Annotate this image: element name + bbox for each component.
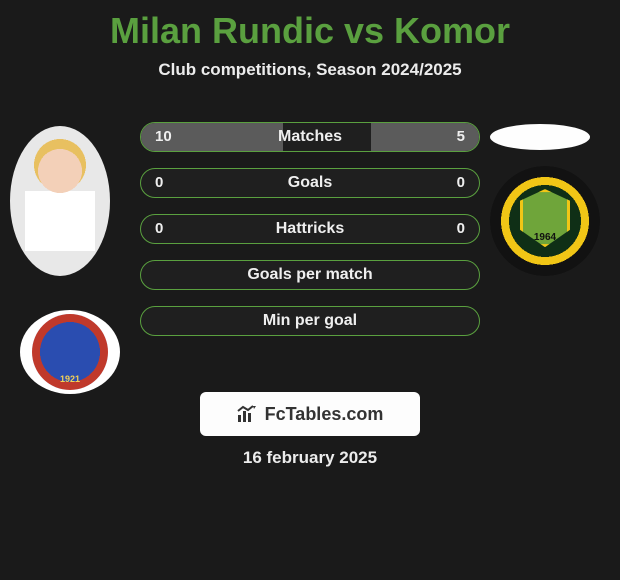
crest-icon [32, 314, 108, 390]
value-right: 5 [457, 123, 465, 151]
stat-row-min-per-goal: Min per goal [140, 306, 480, 336]
club-left-logo [20, 310, 120, 394]
stat-label: Goals [141, 169, 479, 197]
stat-row-matches: 10 Matches 5 [140, 122, 480, 152]
club-year: 1964 [490, 232, 600, 243]
chart-icon [237, 405, 259, 423]
stat-label: Goals per match [141, 261, 479, 289]
value-right: 0 [457, 215, 465, 243]
value-right: 0 [457, 169, 465, 197]
player-right-avatar [490, 124, 590, 150]
crest-icon: 1964 [490, 166, 600, 276]
stat-row-goals: 0 Goals 0 [140, 168, 480, 198]
player-left-avatar [10, 126, 110, 276]
stats-container: 10 Matches 5 0 Goals 0 0 Hattricks 0 Goa… [140, 122, 480, 352]
stat-label: Hattricks [141, 215, 479, 243]
club-right-logo: 1964 [490, 166, 600, 276]
stat-label: Matches [141, 123, 479, 151]
stat-label: Min per goal [141, 307, 479, 335]
stat-row-hattricks: 0 Hattricks 0 [140, 214, 480, 244]
comparison-date: 16 february 2025 [0, 448, 620, 468]
source-badge: FcTables.com [200, 392, 420, 436]
badge-text: FcTables.com [265, 404, 384, 425]
player-face-icon [10, 126, 110, 276]
comparison-subtitle: Club competitions, Season 2024/2025 [0, 60, 620, 80]
comparison-title: Milan Rundic vs Komor [0, 0, 620, 52]
stat-row-goals-per-match: Goals per match [140, 260, 480, 290]
